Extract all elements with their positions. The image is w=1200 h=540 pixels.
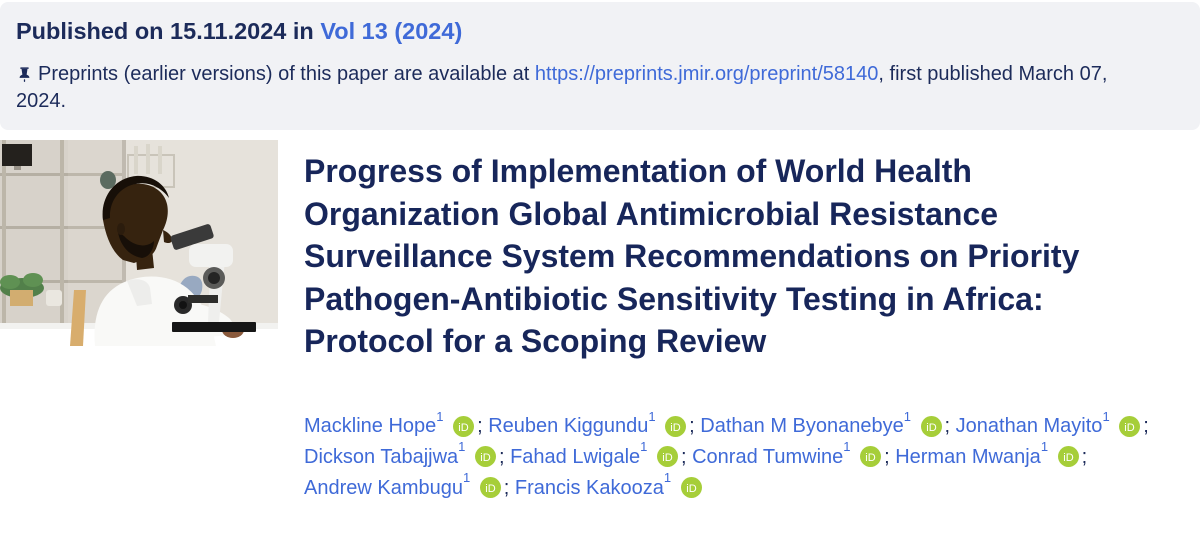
svg-text:iD: iD <box>1063 452 1073 464</box>
svg-text:iD: iD <box>662 452 672 464</box>
svg-text:iD: iD <box>686 483 696 495</box>
svg-text:iD: iD <box>458 422 468 434</box>
svg-text:iD: iD <box>926 422 936 434</box>
svg-text:iD: iD <box>485 483 495 495</box>
svg-text:iD: iD <box>1125 422 1135 434</box>
svg-text:iD: iD <box>865 452 875 464</box>
svg-text:iD: iD <box>670 422 680 434</box>
svg-text:iD: iD <box>480 452 490 464</box>
